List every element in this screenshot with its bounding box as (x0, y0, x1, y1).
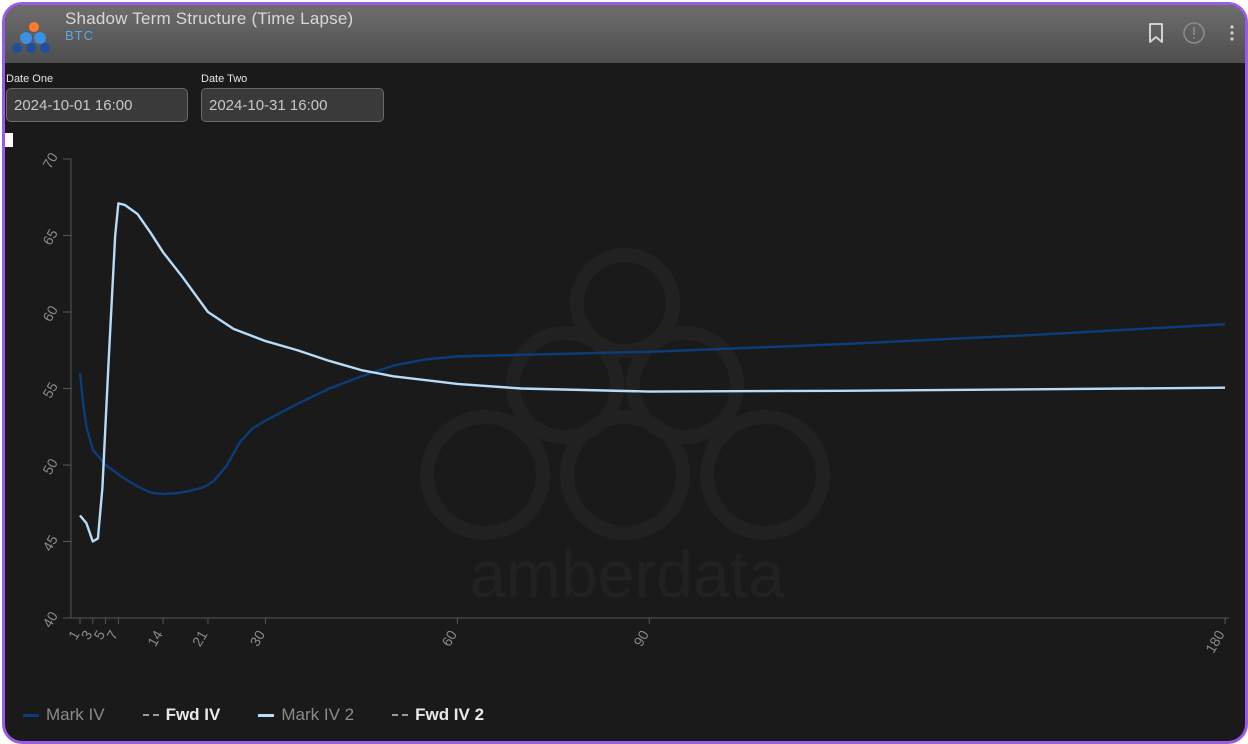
y-tick-label: 50 (39, 456, 61, 478)
legend-label: Mark IV (46, 705, 105, 724)
watermark-text: amberdata (469, 537, 785, 611)
y-tick-label: 70 (39, 150, 61, 172)
asset-label: BTC (65, 28, 94, 43)
legend-label: Fwd IV (165, 705, 221, 724)
bookmark-icon[interactable] (1145, 21, 1167, 45)
x-tick-label: 14 (144, 627, 166, 649)
legend-swatch (23, 713, 39, 717)
x-tick-label: 21 (189, 627, 211, 649)
date-one-label: Date One (6, 73, 54, 85)
x-tick-label: 90 (630, 627, 652, 649)
legend-swatch (258, 713, 275, 717)
y-tick-label: 45 (39, 532, 61, 554)
y-tick-label: 60 (39, 303, 61, 325)
legend-item-mark-iv[interactable]: Mark IV (23, 705, 105, 725)
more-menu-icon[interactable] (1227, 21, 1237, 45)
amberdata-watermark: amberdata (420, 248, 830, 611)
x-tick-label: 60 (438, 627, 460, 649)
date-two-input[interactable]: 2024-10-31 16:00 (201, 88, 384, 122)
legend-label: Fwd IV 2 (415, 705, 485, 724)
series-line-mark-iv (78, 323, 1226, 496)
series-line-mark-iv-2 (79, 202, 1226, 543)
info-icon[interactable] (1181, 21, 1207, 45)
chart-toggle-badge[interactable] (5, 133, 13, 147)
legend-item-mark-iv-2[interactable]: Mark IV 2 (258, 705, 354, 725)
legend-swatch (142, 714, 159, 716)
x-tick-label: 180 (1202, 627, 1228, 655)
legend-item-fwd-iv-2[interactable]: Fwd IV 2 (392, 705, 484, 725)
legend-swatch (392, 714, 409, 716)
y-tick-label: 40 (39, 609, 61, 631)
y-tick-label: 65 (39, 226, 61, 248)
x-tick-label: 7 (103, 627, 121, 642)
widget-title: Shadow Term Structure (Time Lapse) (65, 9, 354, 28)
x-tick-label: 30 (246, 627, 268, 649)
app-logo-icon (12, 22, 50, 53)
legend-label: Mark IV 2 (281, 705, 355, 724)
legend-item-fwd-iv[interactable]: Fwd IV (142, 705, 221, 725)
date-two-label: Date Two (201, 73, 248, 85)
date-one-input[interactable]: 2024-10-01 16:00 (6, 88, 188, 122)
widget-header: Shadow Term Structure (Time Lapse) BTC (5, 5, 1245, 63)
y-tick-label: 55 (39, 379, 61, 401)
chart-legend: Mark IV Fwd IV Mark IV 2 Fwd IV 2 (23, 703, 522, 727)
